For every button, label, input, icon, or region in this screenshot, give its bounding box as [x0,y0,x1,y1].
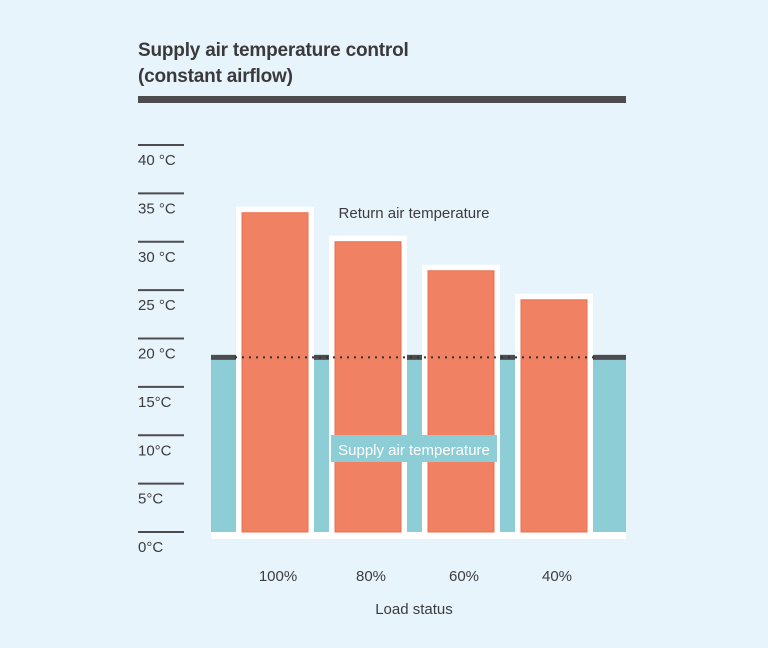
y-tick-label: 0°C [138,539,163,556]
supply-air-label: Supply air temperature [338,442,490,459]
title-divider [138,96,626,103]
y-tick-mark [138,240,184,243]
y-axis: 0°C 5°C 10°C 15°C 20 °C 25 °C 30 °C 35 °C 40 °C [138,144,184,556]
y-tick-label: 15°C [138,394,172,411]
y-tick-label: 10°C [138,442,172,459]
chart-title: Supply air temperature control (constant… [138,38,409,90]
chart-subtitle: (constant airflow) [138,66,293,87]
y-tick-mark [138,192,184,195]
return-bar [241,212,309,533]
y-tick-mark [138,434,184,437]
y-tick-label: 20 °C [138,346,176,363]
y-tick-label: 30 °C [138,249,176,266]
supply-label-bg [331,435,497,462]
plot-area: Return air temperature Supply air tempera… [211,205,626,539]
y-tick-label: 25 °C [138,297,176,314]
chart-title-line1: Supply air temperature control [138,40,409,61]
y-tick-label: 5°C [138,491,163,508]
return-bar [520,299,588,533]
y-tick-mark [138,482,184,485]
return-air-label: Return air temperature [339,205,490,222]
baseline-strip [211,532,626,539]
y-tick-mark [138,289,184,292]
x-axis: 100% 80% 60% 40% [259,568,572,585]
x-tick-label: 40% [542,568,572,585]
y-tick-mark [138,531,184,533]
y-tick-mark [138,385,184,388]
x-axis-title: Load status [375,601,453,618]
x-tick-label: 60% [449,568,479,585]
return-bar [427,270,495,533]
x-tick-label: 80% [356,568,386,585]
y-tick-label: 40 °C [138,152,176,169]
return-bar [334,241,402,533]
x-tick-label: 100% [259,568,297,585]
y-tick-mark [138,337,184,340]
y-tick-mark [138,144,184,146]
y-tick-label: 35 °C [138,200,176,217]
